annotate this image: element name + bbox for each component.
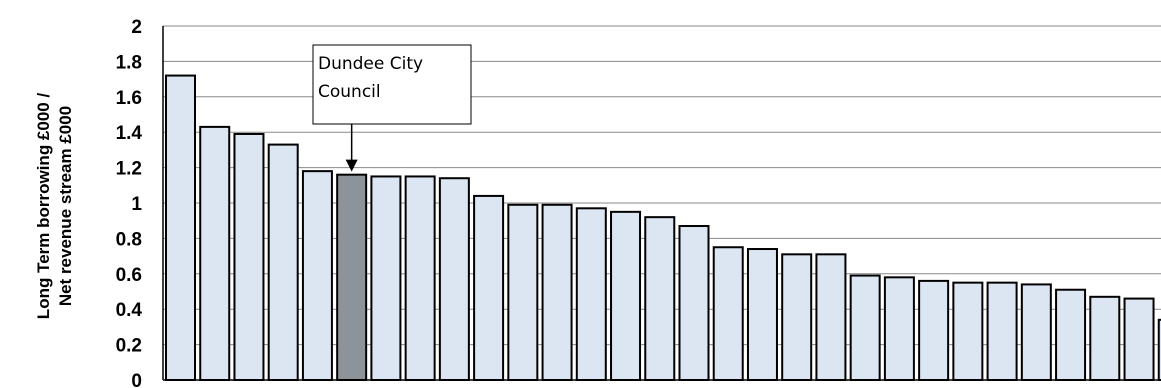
bar	[541, 203, 573, 381]
bar	[1157, 318, 1161, 382]
bars	[165, 74, 1161, 382]
bar	[678, 225, 710, 381]
bar	[165, 74, 196, 381]
y-tick-label: 0.2	[116, 336, 142, 357]
bar	[746, 248, 778, 381]
bar	[610, 210, 642, 381]
bar	[507, 203, 539, 381]
bar	[404, 175, 436, 381]
bar	[267, 143, 299, 381]
annotation-callout: Dundee City Council	[312, 44, 472, 172]
annotation-arrowhead	[345, 159, 358, 172]
bar	[952, 281, 984, 381]
bar	[370, 175, 402, 381]
y-tick-labels: 0 0.2 0.4 0.6 0.8 1 1.2 1.4 1.6 1.8 2	[116, 17, 143, 388]
bar	[233, 132, 265, 381]
bar	[199, 125, 231, 381]
y-tick-label: 1.4	[116, 123, 143, 144]
y-tick-label: 0.4	[116, 300, 143, 321]
annotation-box	[312, 44, 472, 125]
bar	[712, 246, 744, 381]
bar	[473, 194, 505, 381]
bar	[1020, 283, 1052, 382]
bar	[883, 276, 915, 381]
y-tick-label: 0.6	[116, 265, 142, 286]
y-axis-label-line-1: Long Term borrowing £000 /	[34, 93, 53, 320]
bar	[781, 253, 813, 381]
y-tick-label: 2	[131, 17, 142, 38]
annotation-text-line: Dundee City	[318, 54, 423, 74]
bar	[1089, 295, 1121, 381]
y-tick-label: 0	[131, 371, 142, 388]
y-tick-label: 1.2	[116, 159, 142, 180]
bar	[986, 281, 1018, 381]
bar	[438, 177, 470, 381]
y-tick-label: 1.6	[116, 88, 142, 109]
bar	[849, 274, 881, 382]
bar	[1055, 288, 1087, 382]
bar	[301, 170, 333, 381]
annotation-text-line: Council	[318, 82, 381, 102]
bar	[575, 207, 607, 381]
y-tick-label: 1.8	[116, 52, 142, 73]
bar	[918, 279, 950, 382]
y-tick-label: 1	[131, 194, 142, 215]
bar	[1123, 297, 1155, 381]
bar	[644, 216, 676, 381]
y-axis-label-line-2: Net revenue stream £000	[56, 106, 75, 306]
y-axis-label: Long Term borrowing £000 / Net revenue s…	[34, 93, 75, 320]
y-tick-label: 0.8	[116, 229, 142, 250]
bar	[336, 173, 368, 381]
bar	[815, 253, 847, 381]
